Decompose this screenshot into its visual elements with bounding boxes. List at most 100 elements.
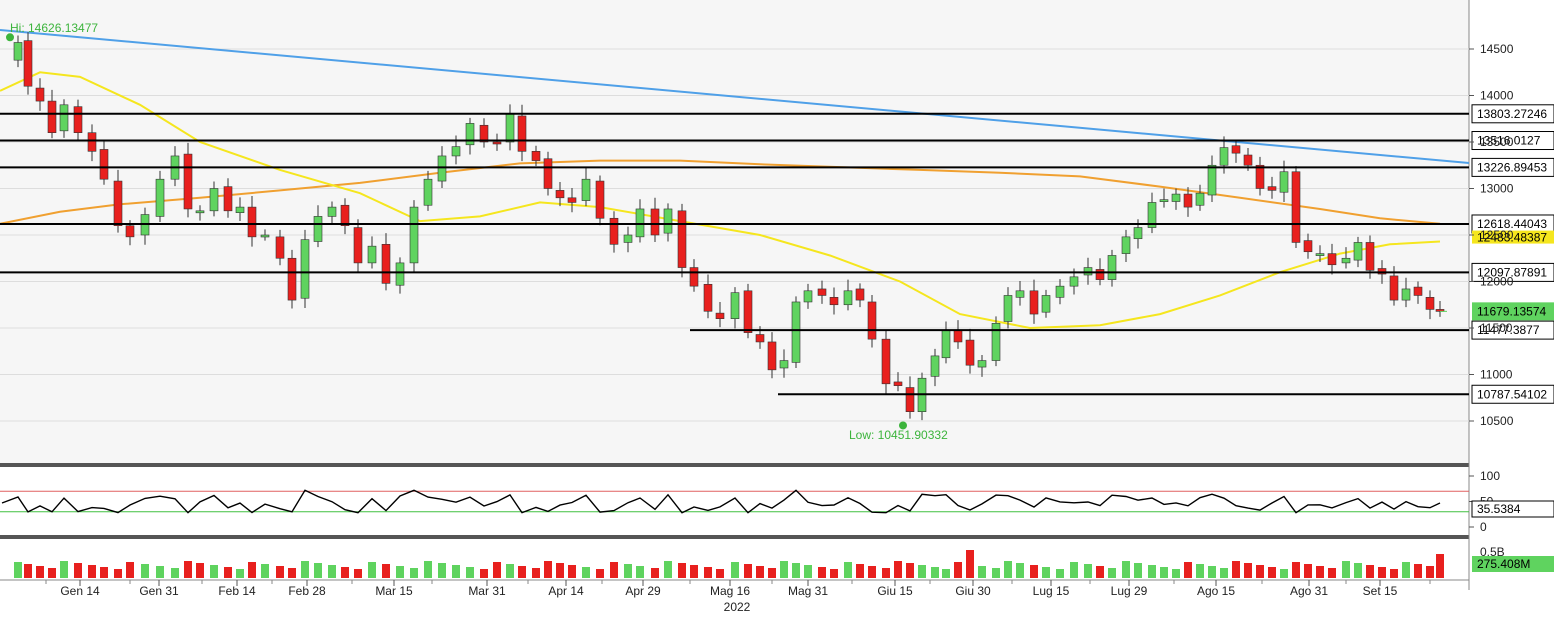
volume-bar-down	[532, 568, 540, 578]
volume-bar-up	[992, 568, 1000, 578]
candle-up	[730, 292, 740, 320]
candle-down	[650, 208, 660, 236]
candle-down	[73, 106, 83, 134]
volume-bar-down	[716, 569, 724, 578]
candle-up	[1133, 227, 1143, 240]
volume-bar-down	[678, 563, 686, 578]
candle-up	[505, 113, 515, 143]
volume-bar-up	[918, 565, 926, 578]
x-tick-label: Giu 15	[877, 584, 913, 598]
volume-bar-down	[196, 563, 204, 578]
x-tick-label: Gen 14	[60, 584, 100, 598]
rsi-y-tick-label: 100	[1480, 469, 1500, 483]
low-marker	[899, 421, 907, 430]
low-annotation: Low: 10451.90332	[849, 428, 948, 442]
volume-bar-up	[14, 562, 22, 578]
volume-bar-up	[1342, 561, 1350, 578]
level-label: 10787.54102	[1477, 387, 1547, 401]
x-axis: Gen 14 Gen 31 Feb 14 Feb 28 Mar 15 Mar 31 Apr …	[45, 580, 1431, 598]
volume-bar-down	[480, 569, 488, 578]
x-tick-label: Mar 31	[468, 584, 506, 598]
candle-up	[260, 234, 270, 238]
x-tick-label: Set 15	[1363, 584, 1398, 598]
fast-moving-average	[0, 71, 1441, 330]
volume-bar-up	[396, 566, 404, 578]
volume-bar-down	[1292, 562, 1300, 578]
volume-bar-up	[261, 564, 269, 578]
panel-splitter-2[interactable]	[0, 535, 1469, 539]
candle-down	[609, 217, 619, 245]
candle-down	[247, 206, 257, 238]
candle-up	[155, 178, 165, 217]
ma-fast-label-box	[1472, 230, 1554, 244]
candle-down	[543, 158, 553, 189]
volume-bar-down	[36, 566, 44, 578]
rsi-value-box	[1471, 500, 1554, 518]
candle-down	[689, 267, 699, 287]
candle-up	[791, 301, 801, 363]
last-price-label-box	[1472, 302, 1554, 321]
candle-up	[991, 323, 1001, 361]
candle-down	[113, 180, 123, 226]
volume-bar-down	[1414, 564, 1422, 578]
volume-value-box	[1472, 556, 1554, 572]
volume-bar-up	[171, 568, 179, 578]
candle-down	[881, 338, 891, 385]
candle-down	[531, 151, 541, 161]
candle-down	[743, 290, 753, 333]
candle-down	[87, 132, 97, 152]
volume-bar-down	[24, 564, 32, 578]
candle-down	[340, 204, 350, 227]
volume-bar-up	[804, 565, 812, 578]
candle-down	[1183, 193, 1193, 208]
volume-bar-up	[1196, 564, 1204, 578]
volume-bar-down	[818, 567, 826, 578]
volume-bar-up	[301, 561, 309, 578]
candle-up	[1003, 295, 1013, 322]
volume-value-label: 275.408M	[1477, 557, 1530, 571]
x-tick-label: Mar 15	[375, 584, 413, 598]
candle-up	[313, 216, 323, 242]
candle-down	[703, 283, 713, 312]
candle-up	[930, 355, 940, 377]
volume-bar-up	[368, 562, 376, 578]
volume-bar-up	[314, 563, 322, 578]
candle-up	[1207, 164, 1217, 196]
panel-splitter-1[interactable]	[0, 463, 1469, 467]
volume-bar-down	[1304, 564, 1312, 578]
volume-bar-up	[236, 569, 244, 578]
support-resistance-levels: 13803.27246 13516.0127 13226.89453 12618.44…	[0, 104, 1554, 404]
volume-bar-down	[184, 561, 192, 578]
candle-down	[99, 149, 109, 180]
candle-up	[623, 234, 633, 243]
candle-up	[1341, 257, 1351, 264]
candle-down	[817, 288, 827, 296]
candle-down	[381, 244, 391, 284]
volume-bar-down	[493, 562, 501, 578]
volume-bar-up	[506, 564, 514, 578]
candle-up	[1055, 285, 1065, 298]
candle-up	[581, 178, 591, 201]
candle-down	[1327, 253, 1337, 266]
volume-bar-up	[210, 565, 218, 578]
volume-bar-up	[978, 566, 986, 578]
candle-up	[1401, 288, 1411, 301]
candle-up	[209, 188, 219, 212]
candle-up	[843, 290, 853, 306]
volume-bar-up	[1354, 563, 1362, 578]
candle-up	[941, 329, 951, 359]
volume-bar-down	[1256, 565, 1264, 578]
candle-up	[1083, 267, 1093, 276]
volume-bar-down	[114, 569, 122, 578]
volume-bar-up	[1134, 563, 1142, 578]
candle-up	[300, 239, 310, 299]
rsi-value-label: 35.5384	[1477, 502, 1521, 516]
candle-down	[1425, 297, 1435, 310]
x-tick-label: Lug 15	[1033, 584, 1070, 598]
volume-bar-up	[1070, 562, 1078, 578]
candle-down	[1303, 240, 1313, 253]
candle-down	[867, 301, 877, 340]
level-label-box	[1471, 131, 1554, 151]
rsi-panel: 05010035.5384	[0, 469, 1554, 534]
